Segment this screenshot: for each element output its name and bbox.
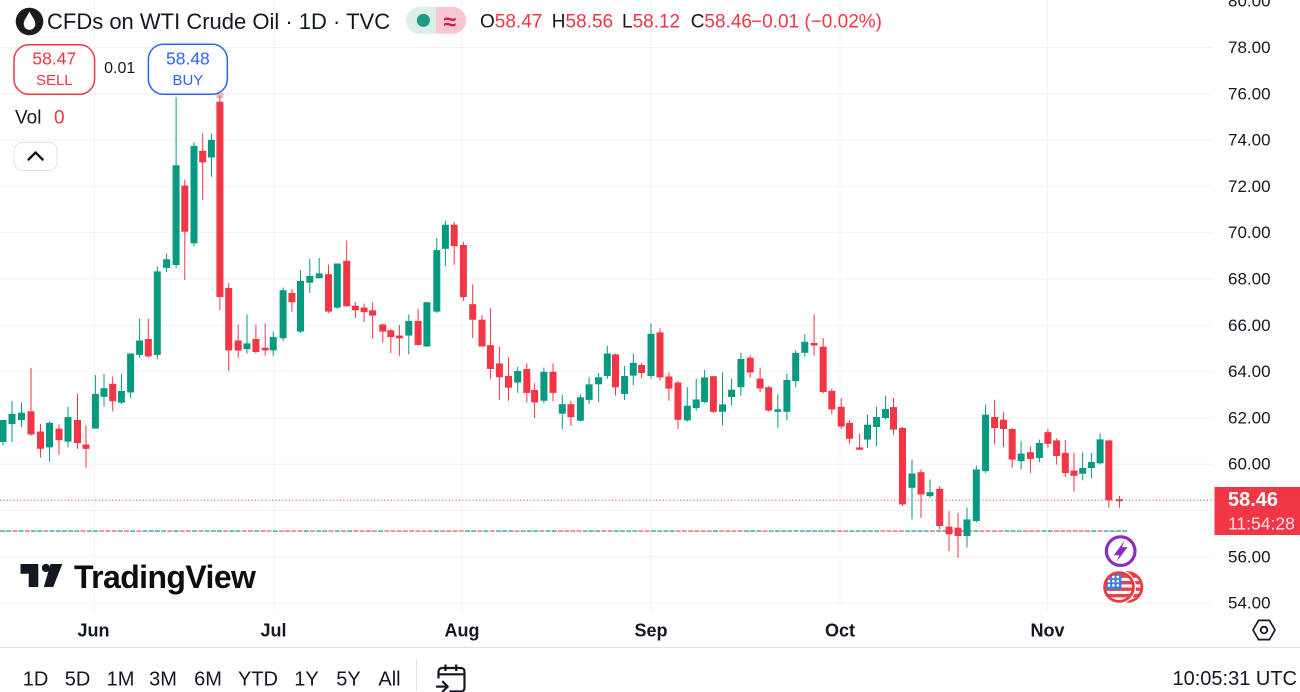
svg-text:58.48: 58.48 (166, 49, 210, 69)
svg-text:10:05:31 UTC: 10:05:31 UTC (1172, 668, 1297, 690)
svg-text:78.00: 78.00 (1228, 38, 1271, 57)
svg-text:62.00: 62.00 (1228, 408, 1271, 427)
svg-text:0: 0 (54, 108, 65, 129)
svg-text:TradingView: TradingView (74, 559, 256, 595)
svg-text:56.00: 56.00 (1228, 547, 1271, 566)
svg-text:6M: 6M (194, 669, 222, 691)
svg-text:5Y: 5Y (336, 669, 360, 691)
svg-text:3M: 3M (149, 669, 177, 691)
svg-text:≈: ≈ (443, 9, 456, 35)
svg-text:76.00: 76.00 (1228, 84, 1271, 103)
svg-text:1M: 1M (107, 669, 135, 691)
svg-text:11:54:28: 11:54:28 (1228, 514, 1295, 534)
svg-text:BUY: BUY (172, 72, 203, 89)
svg-text:68.00: 68.00 (1228, 270, 1271, 289)
svg-text:66.00: 66.00 (1228, 316, 1271, 335)
svg-text:Oct: Oct (825, 621, 855, 641)
svg-text:CFDs on WTI Crude Oil · 1D · T: CFDs on WTI Crude Oil · 1D · TVC (47, 9, 390, 34)
svg-text:Vol: Vol (15, 108, 41, 129)
svg-text:1D: 1D (23, 669, 49, 691)
svg-text:Nov: Nov (1030, 621, 1064, 641)
svg-text:60.00: 60.00 (1228, 455, 1271, 474)
svg-text:58.47: 58.47 (32, 49, 76, 69)
svg-text:Sep: Sep (634, 621, 667, 641)
svg-text:72.00: 72.00 (1228, 177, 1271, 196)
svg-text:All: All (378, 669, 400, 691)
svg-text:64.00: 64.00 (1228, 362, 1271, 381)
svg-text:5D: 5D (65, 669, 91, 691)
svg-text:58.46: 58.46 (1228, 489, 1278, 511)
svg-text:YTD: YTD (238, 669, 278, 691)
svg-text:54.00: 54.00 (1228, 594, 1271, 613)
svg-text:SELL: SELL (36, 72, 73, 89)
svg-text:Jul: Jul (260, 621, 286, 641)
svg-text:74.00: 74.00 (1228, 131, 1271, 150)
svg-text:80.00: 80.00 (1228, 0, 1271, 11)
svg-text:0.01: 0.01 (104, 60, 135, 77)
svg-text:1Y: 1Y (294, 669, 318, 691)
svg-text:Aug: Aug (445, 621, 480, 641)
svg-text:Jun: Jun (77, 621, 109, 641)
svg-text:70.00: 70.00 (1228, 223, 1271, 242)
